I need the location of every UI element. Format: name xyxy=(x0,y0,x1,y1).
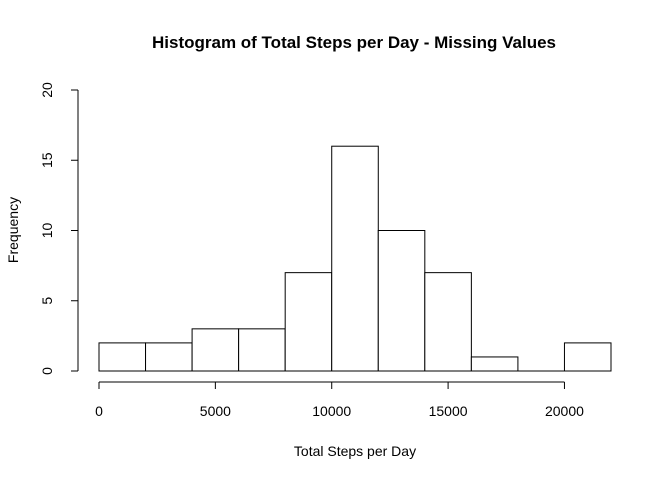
chart-title: Histogram of Total Steps per Day - Missi… xyxy=(152,33,556,52)
x-tick-label: 0 xyxy=(95,403,103,419)
x-axis-label: Total Steps per Day xyxy=(294,443,416,459)
histogram-bar xyxy=(238,328,286,372)
bars-group xyxy=(98,145,612,372)
y-tick-label: 15 xyxy=(39,152,55,168)
histogram-bar xyxy=(284,272,333,372)
y-tick-label: 0 xyxy=(39,367,55,375)
x-axis: 0 5000 10000 15000 20000 xyxy=(95,381,584,419)
x-tick-label: 5000 xyxy=(200,403,231,419)
histogram-bar xyxy=(470,356,519,372)
histogram-bar xyxy=(191,328,240,372)
histogram-bar xyxy=(424,272,472,372)
y-axis: 0 5 10 15 20 xyxy=(39,82,79,375)
x-tick-label: 10000 xyxy=(312,403,351,419)
x-tick-label: 20000 xyxy=(545,403,584,419)
y-tick-label: 20 xyxy=(39,82,55,98)
y-tick-label: 10 xyxy=(39,223,55,239)
histogram-bar xyxy=(145,342,193,372)
x-tick-label: 15000 xyxy=(429,403,468,419)
histogram-bar xyxy=(377,230,426,372)
histogram-bar xyxy=(98,342,147,372)
histogram-bar xyxy=(563,342,612,372)
y-tick-label: 5 xyxy=(39,297,55,305)
histogram-bar xyxy=(331,145,379,372)
y-axis-label: Frequency xyxy=(5,197,21,263)
